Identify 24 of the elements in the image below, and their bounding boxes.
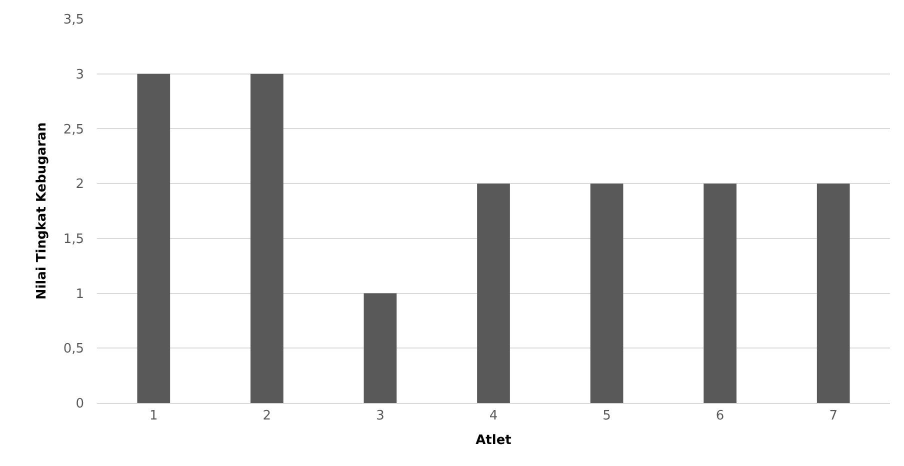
x-tick-label: 3 [376, 408, 384, 424]
y-tick-label: 1,5 [63, 232, 84, 247]
bar [704, 184, 736, 403]
y-tick-label: 2,5 [63, 122, 84, 138]
x-tick-label: 7 [829, 408, 838, 424]
x-axis-title: Atlet [476, 433, 512, 448]
bar [250, 74, 284, 403]
x-tick-label: 2 [262, 408, 272, 424]
x-tick-label: 1 [150, 408, 158, 424]
bar [364, 293, 397, 403]
bar [477, 184, 510, 403]
bar [816, 184, 850, 403]
bar [590, 184, 624, 403]
y-tick-label: 3 [76, 67, 84, 82]
y-tick-label: 2 [76, 177, 84, 192]
y-tick-label: 3,5 [63, 12, 84, 28]
x-tick-label: 4 [489, 408, 498, 424]
y-tick-label: 1 [76, 286, 84, 302]
y-tick-label: 0,5 [63, 342, 84, 357]
x-tick-label: 5 [602, 408, 611, 424]
x-tick-label: 6 [716, 408, 724, 424]
y-axis-title: Nilai Tingkat Kebugaran [34, 122, 50, 300]
y-tick-label: 0 [76, 396, 84, 412]
bar [137, 74, 170, 403]
